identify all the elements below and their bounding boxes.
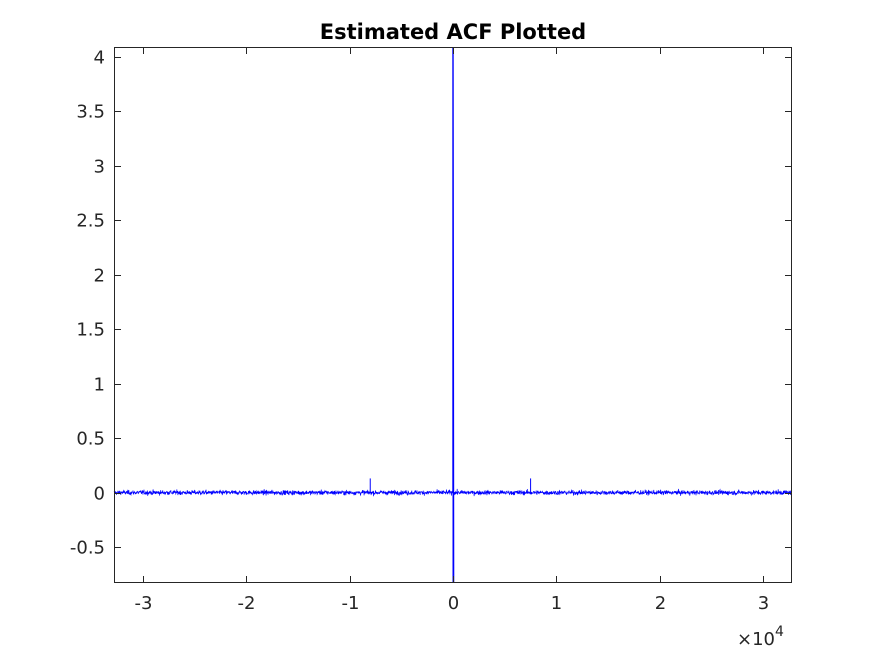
y-tick-label: 4 xyxy=(94,48,105,69)
x-exponent-base: ×10 xyxy=(737,629,775,650)
y-tick-label: 1.5 xyxy=(76,320,105,341)
series-layer xyxy=(113,46,793,584)
y-tick-label: -0.5 xyxy=(70,538,105,559)
x-tick-label: 1 xyxy=(551,593,562,614)
x-exponent-power: 4 xyxy=(775,624,784,640)
x-tick-label: 0 xyxy=(448,593,459,614)
x-axis-exponent: ×104 xyxy=(737,624,784,650)
x-tick-label: 2 xyxy=(655,593,666,614)
y-tick-label: 2 xyxy=(94,266,105,287)
x-tick-label: -1 xyxy=(342,593,360,614)
y-tick-label: 3 xyxy=(94,157,105,178)
y-tick-label: 2.5 xyxy=(76,211,105,232)
ticks-layer xyxy=(114,47,792,583)
y-tick-label: 0 xyxy=(94,484,105,505)
chart-title: Estimated ACF Plotted xyxy=(320,20,586,44)
y-tick-label: 0.5 xyxy=(76,429,105,450)
x-tick-label: -2 xyxy=(238,593,256,614)
labels-layer: -3 -2 -1 0 1 2 3 -0.5 0 0.5 1 1.5 2 2.5 3 3.5 4 xyxy=(70,48,769,615)
y-tick-label: 1 xyxy=(94,375,105,396)
y-tick-label: 3.5 xyxy=(76,102,105,123)
x-tick-label: 3 xyxy=(758,593,769,614)
x-tick-label: -3 xyxy=(135,593,153,614)
